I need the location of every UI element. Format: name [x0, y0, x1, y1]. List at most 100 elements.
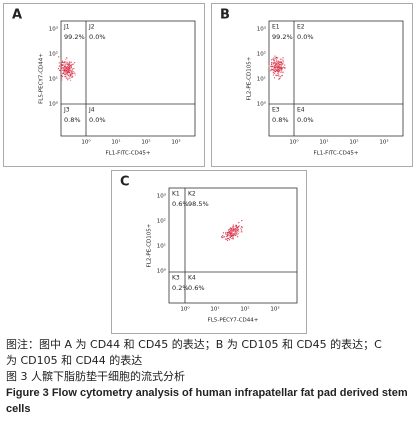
- event-dot: [236, 231, 238, 233]
- x-tick-label: 10³: [270, 306, 279, 313]
- event-dot: [282, 71, 284, 73]
- note-line: 图注：图中 A 为 CD44 和 CD45 的表达；B 为 CD105 和 CD…: [6, 338, 382, 351]
- panel-frame: [3, 3, 205, 167]
- event-dot: [278, 78, 280, 80]
- event-dot: [229, 230, 231, 232]
- caption-title-cn: 图 3 人髌下脂肪垫干细胞的流式分析: [6, 370, 185, 383]
- event-dot: [228, 239, 231, 241]
- event-dot: [233, 234, 235, 236]
- event-dot: [280, 64, 282, 66]
- event-dot: [279, 61, 281, 63]
- event-dot: [59, 70, 62, 72]
- event-dot: [273, 72, 275, 74]
- event-dot: [62, 72, 64, 74]
- event-dot: [67, 79, 69, 81]
- event-dot: [61, 75, 63, 77]
- event-dot: [233, 230, 236, 232]
- event-dot: [223, 236, 226, 238]
- event-dot: [282, 67, 284, 69]
- event-dot: [275, 74, 277, 76]
- event-dot: [68, 68, 70, 71]
- event-dot: [277, 60, 280, 62]
- event-dot: [282, 62, 284, 64]
- quadrant-name: K3: [172, 275, 180, 282]
- event-dot: [272, 74, 275, 76]
- event-dot: [232, 230, 234, 232]
- event-dot: [68, 68, 71, 70]
- event-dot: [240, 230, 243, 232]
- event-dot: [274, 57, 276, 59]
- event-dot: [273, 61, 275, 63]
- event-dot: [65, 77, 67, 79]
- event-dot: [69, 79, 72, 81]
- event-dot: [61, 61, 63, 63]
- event-dot: [277, 57, 279, 59]
- event-dot: [231, 234, 233, 237]
- event-dot: [70, 75, 72, 77]
- event-dot: [65, 74, 67, 76]
- event-dot: [274, 55, 276, 57]
- event-dot: [271, 65, 273, 67]
- event-dot: [69, 75, 71, 77]
- event-dot: [280, 66, 282, 69]
- event-dot: [277, 69, 279, 72]
- event-dot: [68, 73, 71, 75]
- event-dot: [60, 76, 62, 79]
- x-tick-label: 10⁰: [81, 139, 91, 146]
- event-dot: [235, 231, 237, 233]
- event-dot: [62, 62, 64, 64]
- caption-title-en: Figure 3 Flow cytometry analysis of huma…: [6, 387, 408, 415]
- event-dot: [226, 239, 229, 242]
- event-dot: [275, 59, 277, 61]
- event-dot: [282, 61, 284, 63]
- event-dot: [230, 237, 233, 240]
- event-dot: [62, 69, 64, 71]
- quadrant-name: J2: [88, 24, 95, 31]
- event-dot: [237, 227, 239, 229]
- event-dot: [70, 66, 72, 68]
- x-tick-label: 10²: [240, 306, 249, 313]
- event-dot: [229, 231, 231, 233]
- quadrant-name: E4: [297, 107, 305, 114]
- event-dot: [63, 69, 65, 72]
- event-dot: [65, 72, 67, 74]
- event-dot: [237, 230, 239, 232]
- quadrant-percent: 0.6%: [188, 284, 205, 292]
- y-tick-label: 10⁰: [257, 101, 267, 108]
- y-tick-label: 10³: [49, 26, 58, 33]
- quadrant-percent: 0.0%: [297, 33, 314, 41]
- quadrant-name: J4: [88, 107, 95, 114]
- event-dot: [241, 219, 243, 222]
- x-axis-label: FL1-FITC-CD45+: [105, 151, 150, 157]
- event-dot: [282, 57, 284, 59]
- event-dot: [280, 69, 282, 71]
- event-dot: [275, 63, 277, 65]
- event-dot: [70, 73, 72, 76]
- y-tick-label: 10²: [49, 51, 58, 58]
- x-tick-label: 10¹: [210, 306, 219, 313]
- y-tick-label: 10²: [157, 218, 166, 225]
- event-dot: [72, 63, 74, 65]
- event-dot: [68, 62, 70, 65]
- event-dot: [276, 66, 278, 69]
- y-tick-label: 10⁰: [157, 268, 167, 275]
- quadrant-name: K2: [188, 191, 196, 198]
- event-dot: [275, 56, 278, 58]
- event-dot: [72, 75, 74, 77]
- quadrant-percent: 99.2%: [272, 33, 293, 41]
- event-dot: [238, 222, 240, 224]
- event-dot: [57, 67, 60, 70]
- x-tick-label: 10⁰: [180, 306, 190, 313]
- event-dot: [68, 75, 70, 77]
- quadrant-percent: 0.8%: [64, 116, 81, 124]
- event-dot: [276, 68, 279, 70]
- panel: A 10⁰ 10¹ 10² 10³ 10⁰ 10¹ 10² 10³ FL5-PECY7-CD44+…: [3, 3, 205, 167]
- x-tick-label: 10²: [349, 139, 358, 146]
- event-dot: [271, 68, 273, 70]
- event-dot: [278, 61, 280, 64]
- event-dot: [233, 226, 235, 228]
- event-dot: [60, 60, 62, 62]
- y-tick-label: 10³: [157, 193, 166, 200]
- event-dot: [225, 233, 227, 235]
- event-dot: [226, 235, 228, 238]
